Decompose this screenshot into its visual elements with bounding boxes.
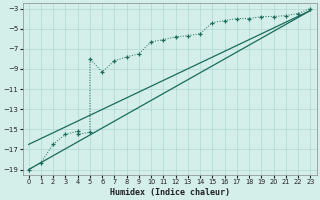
X-axis label: Humidex (Indice chaleur): Humidex (Indice chaleur)	[109, 188, 229, 197]
